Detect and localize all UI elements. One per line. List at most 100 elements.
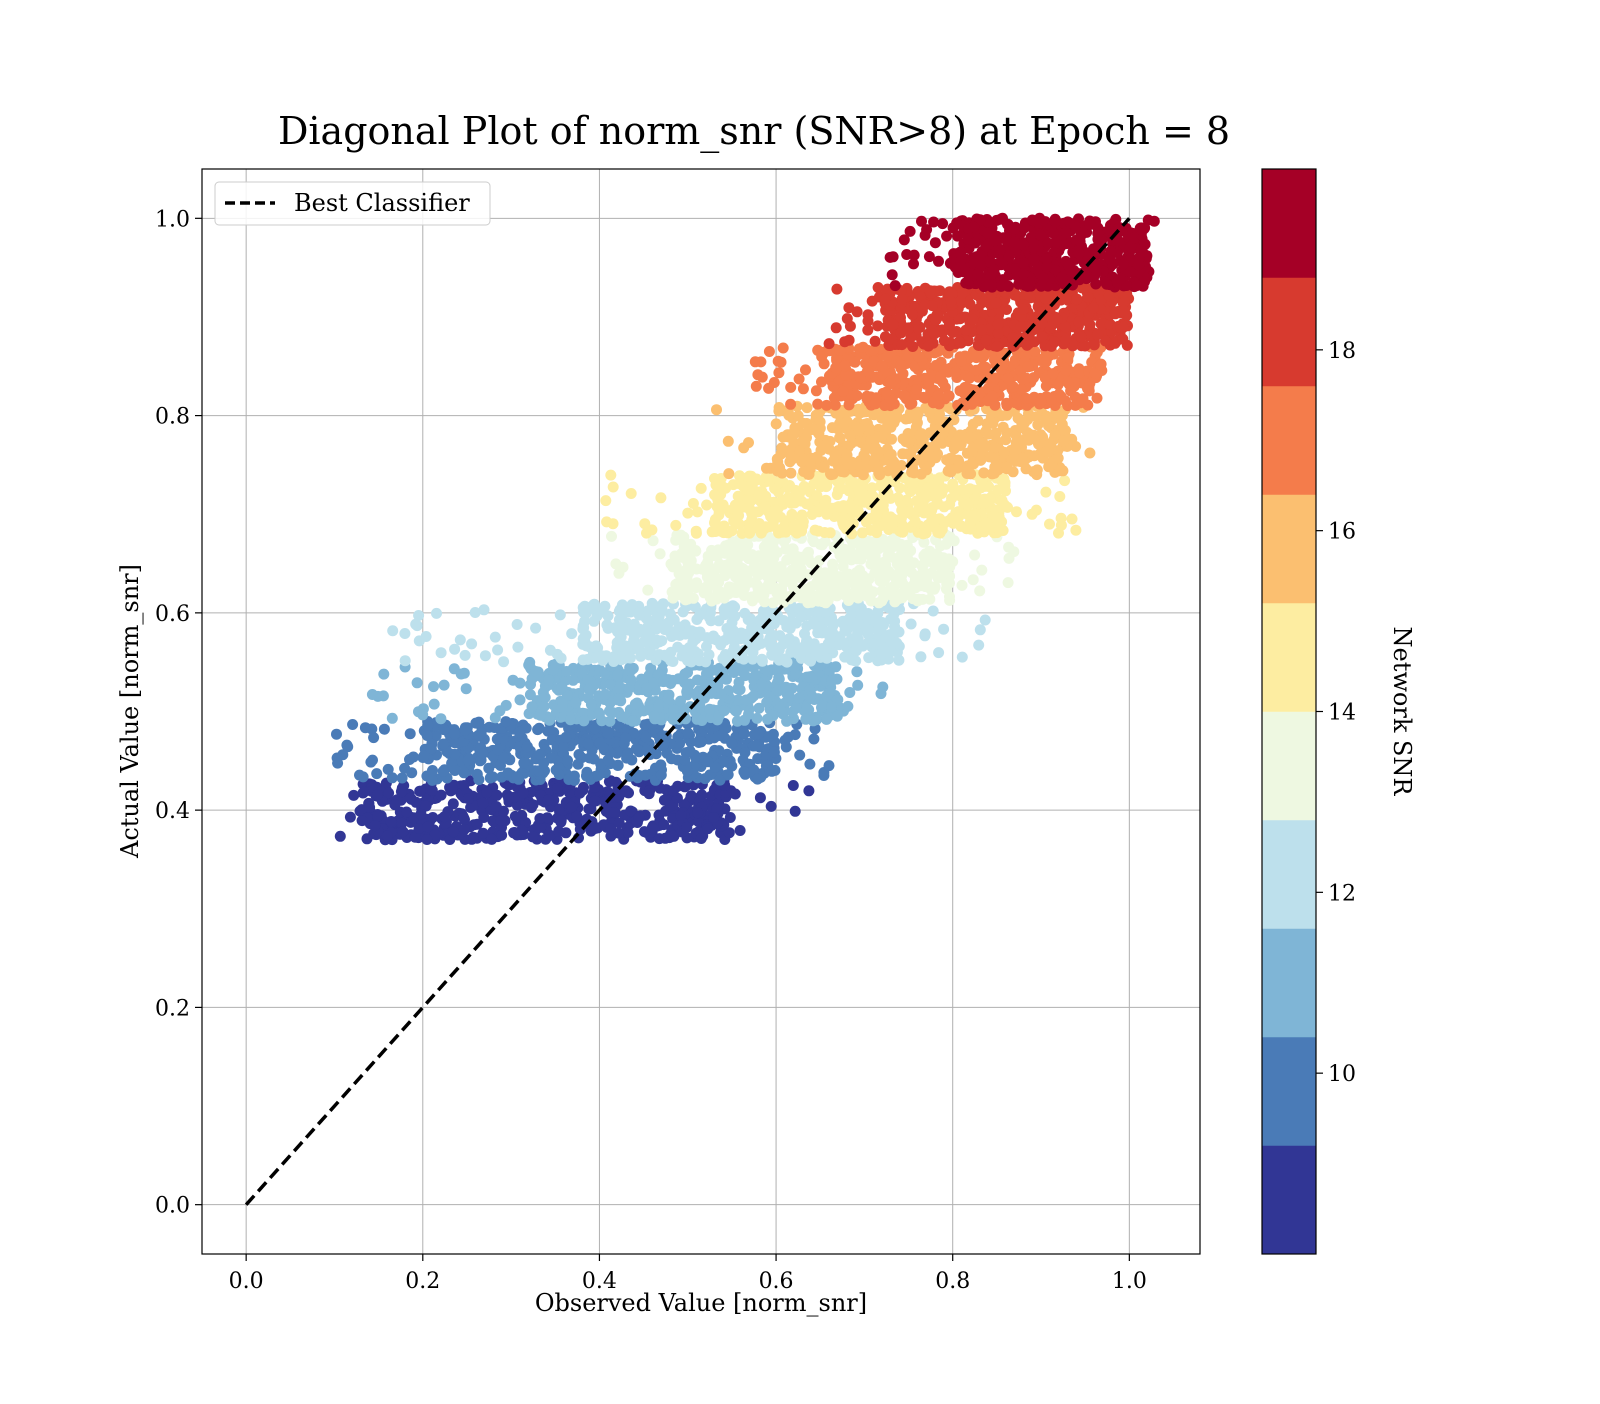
scatter-point [739,608,750,619]
scatter-point [682,684,693,695]
scatter-points [331,213,1160,845]
scatter-point [427,765,438,776]
scatter-point [885,378,896,389]
scatter-point [794,374,805,385]
scatter-point [688,498,699,509]
scatter-point [348,790,359,801]
scatter-point [489,722,500,733]
scatter-point [527,701,538,712]
scatter-point [858,342,869,353]
scatter-point [778,432,789,443]
scatter-point [927,300,938,311]
scatter-point [371,768,382,779]
scatter-point [973,640,984,651]
scatter-point [854,590,865,601]
scatter-point [387,625,398,636]
scatter-point [641,528,652,539]
scatter-point [634,812,645,823]
scatter-point [863,652,874,663]
scatter-point [397,826,408,837]
scatter-point [603,728,614,739]
scatter-point [852,553,863,564]
scatter-point [626,488,637,499]
scatter-point [981,335,992,346]
scatter-point [915,430,926,441]
scatter-point [427,785,438,796]
scatter-point [512,771,523,782]
scatter-point [641,682,652,693]
scatter-point [897,294,908,305]
scatter-point [943,515,954,526]
scatter-point [655,548,666,559]
scatter-point [793,603,804,614]
scatter-point [913,594,924,605]
scatter-point [980,615,991,626]
scatter-point [580,605,591,616]
scatter-point [969,550,980,561]
scatter-point [472,819,483,830]
scatter-point [672,642,683,653]
scatter-point [734,470,745,481]
scatter-point [555,609,566,620]
scatter-point [730,503,741,514]
scatter-point [1053,453,1064,464]
scatter-point [746,622,757,633]
scatter-point [1070,525,1081,536]
scatter-point [1015,321,1026,332]
scatter-point [630,699,641,710]
scatter-point [1001,400,1012,411]
scatter-point [723,436,734,447]
scatter-point [819,499,830,510]
scatter-point [515,678,526,689]
scatter-point [779,655,790,666]
scatter-point [919,630,930,641]
scatter-point [925,285,936,296]
scatter-point [851,506,862,517]
scatter-point [357,815,368,826]
scatter-point [579,616,590,627]
scatter-point [1052,314,1063,325]
scatter-point [1061,334,1072,345]
scatter-point [800,714,811,725]
scatter-point [999,480,1010,491]
scatter-point [1059,475,1070,486]
scatter-point [896,513,907,524]
scatter-point [500,716,511,727]
scatter-point [601,620,612,631]
scatter-point [937,484,948,495]
scatter-point [880,294,891,305]
scatter-point [625,806,636,817]
scatter-point [723,468,734,479]
scatter-point [512,619,523,630]
scatter-point [753,728,764,739]
scatter-point [496,830,507,841]
scatter-point [613,693,624,704]
scatter-point [367,689,378,700]
scatter-point [707,578,718,589]
scatter-point [957,484,968,495]
scatter-point [368,732,379,743]
scatter-point [1071,294,1082,305]
scatter-point [561,666,572,677]
scatter-point [417,709,428,720]
scatter-point [971,352,982,363]
scatter-point [672,589,683,600]
scatter-point [594,709,605,720]
scatter-point [709,489,720,500]
scatter-point [781,682,792,693]
scatter-point [379,724,390,735]
scatter-point [608,482,619,493]
scatter-point [512,642,523,653]
scatter-point [527,831,538,842]
scatter-point [881,631,892,642]
scatter-point [762,665,773,676]
scatter-point [876,648,887,659]
scatter-point [643,628,654,639]
scatter-point [435,713,446,724]
scatter-point [431,608,442,619]
scatter-point [1003,577,1014,588]
scatter-point [819,527,830,538]
scatter-point [1073,317,1084,328]
scatter-point [438,724,449,735]
scatter-point [692,675,703,686]
